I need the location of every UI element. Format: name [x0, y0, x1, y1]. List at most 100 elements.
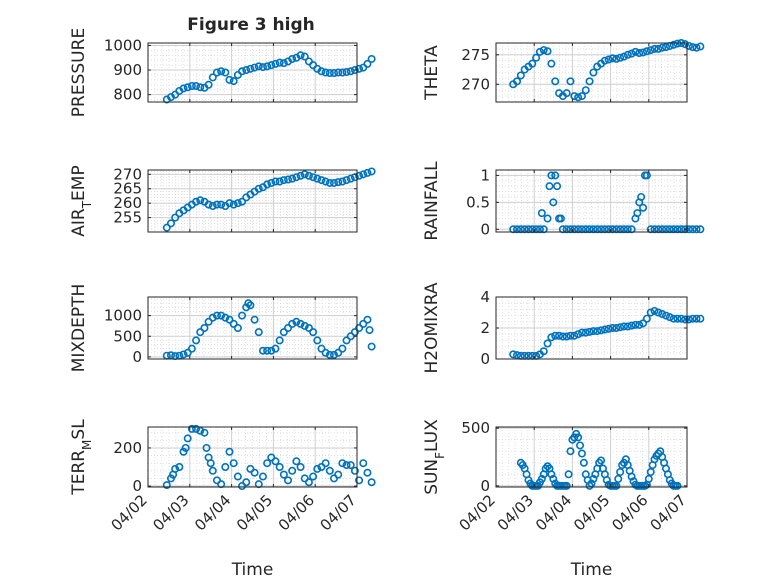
data-point	[576, 441, 585, 450]
data-point	[654, 308, 663, 317]
data-point	[627, 472, 636, 481]
data-point	[658, 225, 667, 234]
data-point	[279, 59, 288, 68]
data-point	[330, 178, 339, 187]
data-point	[612, 225, 621, 234]
data-point	[543, 339, 552, 348]
data-point	[696, 314, 705, 323]
data-point	[642, 314, 651, 323]
data-point	[513, 351, 522, 360]
data-point	[212, 311, 221, 320]
data-point	[350, 66, 359, 75]
data-point	[271, 344, 280, 353]
data-point	[579, 458, 588, 467]
data-point	[288, 466, 297, 475]
data-point	[346, 67, 355, 76]
data-point	[242, 66, 251, 75]
data-point	[217, 67, 226, 76]
axes-box	[495, 169, 688, 233]
data-point	[200, 323, 209, 332]
y-axis-label: MIXDEPTH	[69, 284, 89, 373]
y-tick-label: 200	[113, 439, 142, 457]
data-point	[692, 225, 701, 234]
data-point	[363, 315, 372, 324]
data-point	[338, 177, 347, 186]
data-point	[604, 324, 613, 333]
data-point	[539, 347, 548, 356]
data-point	[321, 177, 330, 186]
data-point	[551, 171, 560, 180]
data-point	[604, 55, 613, 64]
figure-title: Figure 3 high	[187, 15, 315, 35]
data-point	[654, 44, 663, 53]
data-point	[355, 64, 364, 73]
data-point	[539, 46, 548, 55]
data-point	[334, 470, 343, 479]
y-axis-label: SUNFLUX	[422, 419, 447, 495]
data-point	[229, 200, 238, 209]
data-point	[254, 184, 263, 193]
data-point	[635, 49, 644, 58]
data-point	[681, 225, 690, 234]
data-point	[321, 68, 330, 77]
x-axis-label: Time	[570, 560, 613, 580]
data-point	[535, 47, 544, 56]
y-tick-label: 270	[461, 75, 490, 93]
data-point	[642, 47, 651, 56]
data-point	[238, 311, 247, 320]
data-point	[551, 77, 560, 86]
data-point	[359, 319, 368, 328]
data-point	[367, 342, 376, 351]
data-point	[509, 225, 518, 234]
data-point	[600, 56, 609, 65]
data-point	[162, 223, 171, 232]
data-point	[250, 63, 259, 72]
data-point	[275, 462, 284, 471]
data-point	[589, 474, 598, 483]
data-point	[612, 54, 621, 63]
data-point	[589, 68, 598, 77]
data-point	[208, 202, 217, 211]
data-point	[688, 314, 697, 323]
data-point	[513, 225, 522, 234]
data-point	[192, 197, 201, 206]
data-point	[342, 68, 351, 77]
data-point	[535, 225, 544, 234]
data-point	[577, 92, 586, 101]
data-point	[677, 314, 686, 323]
data-point	[577, 328, 586, 337]
data-point	[558, 332, 567, 341]
data-point	[644, 474, 653, 483]
data-point	[593, 327, 602, 336]
data-point	[300, 321, 309, 330]
data-point	[673, 225, 682, 234]
data-point	[608, 225, 617, 234]
data-point	[321, 348, 330, 357]
data-point	[204, 200, 213, 209]
data-point	[600, 325, 609, 334]
data-point	[574, 330, 583, 339]
data-point	[342, 461, 351, 470]
data-point	[296, 171, 305, 180]
data-point	[549, 198, 558, 207]
data-point	[187, 424, 196, 433]
data-point	[532, 53, 541, 62]
data-point	[574, 225, 583, 234]
data-point	[338, 68, 347, 77]
axes-box	[147, 42, 358, 103]
data-point	[192, 82, 201, 91]
data-point	[355, 323, 364, 332]
data-point	[658, 43, 667, 52]
data-point	[221, 313, 230, 322]
data-point	[284, 175, 293, 184]
data-point	[608, 54, 617, 63]
data-point	[304, 171, 313, 180]
data-point	[363, 59, 372, 68]
data-point	[313, 174, 322, 183]
data-point	[225, 199, 234, 208]
data-point	[229, 319, 238, 328]
y-tick-label: 265	[113, 180, 142, 198]
data-point	[509, 350, 518, 359]
data-point	[696, 42, 705, 51]
